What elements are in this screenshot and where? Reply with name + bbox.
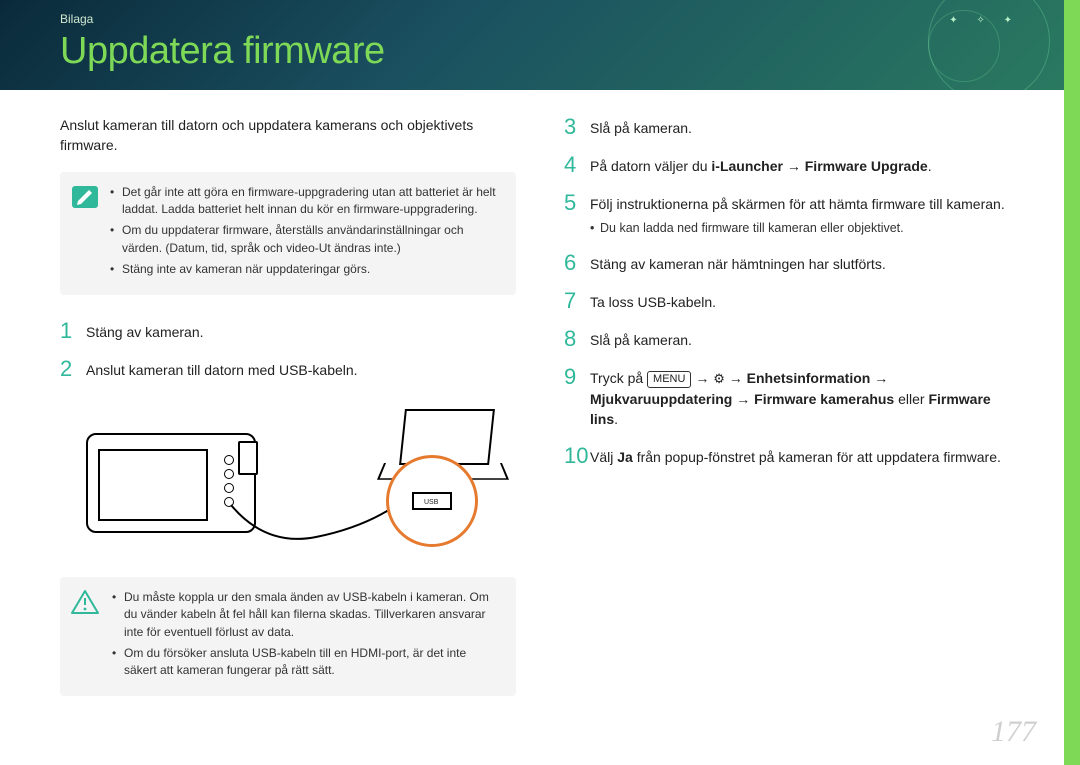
info-note-item: Stäng inte av kameran när uppdateringar … xyxy=(110,261,502,278)
step-number: 5 xyxy=(564,191,590,215)
step-text: Stäng av kameran när hämtningen har slut… xyxy=(590,251,1020,274)
step-bold: Mjukvaruuppdatering xyxy=(590,391,732,407)
intro-text: Anslut kameran till datorn och uppdatera… xyxy=(60,115,516,156)
step-5: 5 Följ instruktionerna på skärmen för at… xyxy=(564,191,1020,236)
left-column: Anslut kameran till datorn och uppdatera… xyxy=(60,115,516,720)
zoom-circle xyxy=(386,455,478,547)
step-text: På datorn väljer du i-Launcher → Firmwar… xyxy=(590,153,1020,176)
step-text: Anslut kameran till datorn med USB-kabel… xyxy=(86,357,516,380)
arrow-sep: → xyxy=(732,391,754,407)
warning-note-box: Du måste koppla ur den smala änden av US… xyxy=(60,577,516,696)
step-number: 10 xyxy=(564,444,590,468)
step-7: 7 Ta loss USB-kabeln. xyxy=(564,289,1020,313)
step-number: 2 xyxy=(60,357,86,381)
step-mid: eller xyxy=(894,391,928,407)
arrow-sep: → xyxy=(870,370,888,386)
step-2: 2 Anslut kameran till datorn med USB-kab… xyxy=(60,357,516,381)
step-9: 9 Tryck på MENU → ⚙ → Enhetsinformation … xyxy=(564,365,1020,429)
menu-button-icon: MENU xyxy=(647,371,691,388)
info-note-item: Det går inte att göra en firmware-uppgra… xyxy=(110,184,502,219)
step-main-text: Följ instruktionerna på skärmen för att … xyxy=(590,196,1005,212)
step-number: 3 xyxy=(564,115,590,139)
info-note-item: Om du uppdaterar firmware, återställs an… xyxy=(110,222,502,257)
warn-note-item: Om du försöker ansluta USB-kabeln till e… xyxy=(112,645,502,680)
page-number: 177 xyxy=(991,715,1036,749)
step-3: 3 Slå på kameran. xyxy=(564,115,1020,139)
cable-illustration xyxy=(226,497,406,551)
content-grid: Anslut kameran till datorn och uppdatera… xyxy=(60,115,1020,720)
usb-plug-icon xyxy=(412,492,452,510)
header-sparkles: ✦ ✧ ✦ xyxy=(949,15,1020,26)
step-suffix: . xyxy=(614,411,618,427)
step-prefix: Välj xyxy=(590,449,617,465)
step-number: 4 xyxy=(564,153,590,177)
step-bold: Enhetsinformation xyxy=(747,370,871,386)
step-bold: Firmware kamerahus xyxy=(754,391,894,407)
step-text: Slå på kameran. xyxy=(590,115,1020,138)
pencil-icon xyxy=(70,184,100,210)
usb-connection-diagram xyxy=(86,409,516,559)
step-suffix: från popup-fönstret på kameran för att u… xyxy=(633,449,1001,465)
arrow-sep: → xyxy=(725,370,747,386)
step-suffix: . xyxy=(928,158,932,174)
step-8: 8 Slå på kameran. xyxy=(564,327,1020,351)
arrow-sep: → xyxy=(691,370,713,386)
right-column: 3 Slå på kameran. 4 På datorn väljer du … xyxy=(564,115,1020,720)
step-number: 1 xyxy=(60,319,86,343)
step-10: 10 Välj Ja från popup-fönstret på kamera… xyxy=(564,444,1020,468)
step-bold: i-Launcher → Firmware Upgrade xyxy=(711,158,927,174)
step-sub-text: Du kan ladda ned firmware till kameran e… xyxy=(590,219,1020,237)
step-text: Slå på kameran. xyxy=(590,327,1020,350)
step-text: Följ instruktionerna på skärmen för att … xyxy=(590,191,1020,236)
step-prefix: På datorn väljer du xyxy=(590,158,711,174)
page-title: Uppdatera firmware xyxy=(60,30,385,73)
step-4: 4 På datorn väljer du i-Launcher → Firmw… xyxy=(564,153,1020,177)
side-strip xyxy=(1064,0,1080,765)
step-number: 6 xyxy=(564,251,590,275)
warning-icon xyxy=(70,589,100,615)
gear-icon: ⚙ xyxy=(713,370,725,389)
step-number: 8 xyxy=(564,327,590,351)
warn-note-item: Du måste koppla ur den smala änden av US… xyxy=(112,589,502,641)
step-bold: Ja xyxy=(617,449,633,465)
step-text: Tryck på MENU → ⚙ → Enhetsinformation → … xyxy=(590,365,1020,429)
step-text: Välj Ja från popup-fönstret på kameran f… xyxy=(590,444,1020,467)
step-number: 9 xyxy=(564,365,590,389)
step-6: 6 Stäng av kameran när hämtningen har sl… xyxy=(564,251,1020,275)
step-text: Ta loss USB-kabeln. xyxy=(590,289,1020,312)
info-note-box: Det går inte att göra en firmware-uppgra… xyxy=(60,172,516,295)
step-prefix: Tryck på xyxy=(590,370,647,386)
step-number: 7 xyxy=(564,289,590,313)
step-text: Stäng av kameran. xyxy=(86,319,516,342)
breadcrumb: Bilaga xyxy=(60,12,93,26)
step-1: 1 Stäng av kameran. xyxy=(60,319,516,343)
